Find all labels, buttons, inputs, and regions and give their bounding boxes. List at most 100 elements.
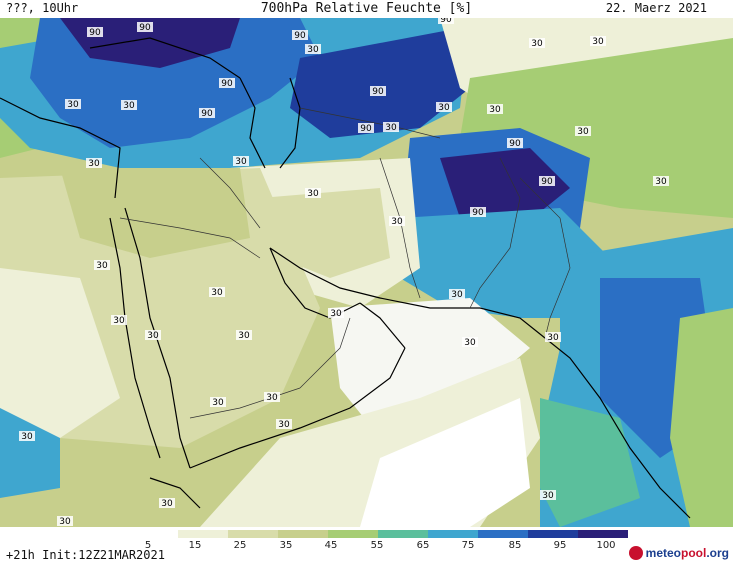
contour-label-90: 90 (507, 138, 523, 149)
contour-label-90: 90 (87, 27, 103, 38)
logo-icon (628, 546, 643, 560)
svg-text:30: 30 (147, 331, 159, 341)
border-saudi-oman (299, 317, 351, 389)
svg-text:90: 90 (294, 31, 306, 41)
svg-text:30: 30 (123, 101, 135, 111)
contour-label-30: 30 (159, 498, 175, 509)
scale-tick: 100 (596, 540, 616, 551)
contour-label-30: 30 (210, 397, 226, 408)
oman-coast (359, 302, 406, 349)
svg-text:30: 30 (464, 338, 476, 348)
region-blue-turkmen (290, 28, 470, 138)
color-scale-step (278, 530, 328, 538)
svg-text:30: 30 (161, 499, 173, 509)
contour-label-30: 30 (19, 431, 35, 442)
color-scale-bar (128, 530, 628, 538)
border-turkmen (299, 107, 441, 139)
svg-text:30: 30 (385, 123, 397, 133)
contour-label-30: 30 (94, 260, 110, 271)
color-scale-ticks: 5 15 25 35 45 55 65 75 85 95 100 (128, 540, 628, 554)
arabia-south-coast (189, 347, 406, 469)
contour-label-30: 30 (383, 122, 399, 133)
scale-tick: 5 (144, 540, 152, 551)
scale-tick: 55 (370, 540, 384, 551)
svg-text:90: 90 (541, 177, 553, 187)
svg-text:30: 30 (489, 105, 501, 115)
contour-label-30: 30 (462, 337, 478, 348)
svg-text:30: 30 (542, 491, 554, 501)
svg-text:90: 90 (139, 23, 151, 33)
color-scale-step (328, 530, 378, 538)
contour-labels: 90 90 90 90 90 90 90 90 90 90 90 30 30 3… (19, 18, 669, 527)
border-saudi-north (119, 217, 261, 259)
contour-label-30: 30 (540, 490, 556, 501)
svg-text:30: 30 (238, 331, 250, 341)
svg-text:30: 30 (113, 316, 125, 326)
contour-label-90: 90 (199, 108, 215, 119)
pakistan-coast (479, 307, 546, 339)
contour-label-30: 30 (575, 126, 591, 137)
color-scale-step (478, 530, 528, 538)
region-navy-northwest (60, 18, 240, 68)
svg-text:30: 30 (330, 309, 342, 319)
svg-text:30: 30 (391, 217, 403, 227)
red-sea-east-coast (124, 207, 191, 469)
svg-text:30: 30 (307, 189, 319, 199)
region-dry-gulf (330, 298, 530, 438)
contour-label-30: 30 (65, 99, 81, 110)
color-scale-step (428, 530, 478, 538)
contour-label-90: 90 (539, 176, 555, 187)
contour-label-30: 30 (529, 38, 545, 49)
svg-text:90: 90 (89, 28, 101, 38)
svg-text:30: 30 (451, 290, 463, 300)
region-teal-india (540, 398, 640, 527)
contour-label-30: 30 (121, 100, 137, 111)
contour-label-30: 30 (86, 158, 102, 169)
color-scale-step (228, 530, 278, 538)
contour-label-90: 90 (292, 30, 308, 41)
red-sea-west-coast (109, 217, 161, 459)
contour-label-30: 30 (389, 216, 405, 227)
scale-tick: 75 (461, 540, 475, 551)
region-green-india-south (670, 308, 733, 527)
color-scale-step (378, 530, 428, 538)
meteopool-logo[interactable]: meteopool.org (628, 546, 729, 560)
contour-label-30: 30 (328, 308, 344, 319)
logo-prefix: meteo (645, 546, 681, 560)
contour-label-30: 30 (209, 287, 225, 298)
humidity-map: 90 90 90 90 90 90 90 90 90 90 90 30 30 3… (0, 18, 733, 527)
scale-tick: 15 (188, 540, 202, 551)
contour-label-30: 30 (449, 289, 465, 300)
svg-text:30: 30 (547, 333, 559, 343)
svg-text:30: 30 (59, 517, 71, 527)
scale-tick: 35 (279, 540, 293, 551)
scale-tick: 45 (324, 540, 338, 551)
contour-label-90: 90 (219, 78, 235, 89)
svg-text:30: 30 (278, 420, 290, 430)
contour-label-30: 30 (590, 36, 606, 47)
valid-time-label: ???, 10Uhr (6, 1, 79, 15)
svg-text:30: 30 (438, 103, 450, 113)
svg-text:30: 30 (592, 37, 604, 47)
caspian-east (279, 77, 301, 169)
contour-label-90: 90 (137, 22, 153, 33)
black-sea-coast (89, 37, 241, 79)
contour-label-30: 30 (111, 315, 127, 326)
color-scale-step (128, 530, 178, 538)
scale-tick: 25 (233, 540, 247, 551)
iran-coast (269, 247, 480, 309)
color-scale-step (178, 530, 228, 538)
contour-label-30: 30 (276, 419, 292, 430)
horn-africa (149, 477, 201, 509)
svg-text:90: 90 (472, 208, 484, 218)
svg-text:30: 30 (96, 261, 108, 271)
india-west-coast (544, 337, 691, 519)
mediterranean-coast (0, 97, 121, 199)
logo-text: meteopool.org (646, 546, 729, 560)
coastlines (0, 37, 691, 519)
contour-label-30: 30 (436, 102, 452, 113)
contour-label-30: 30 (305, 44, 321, 55)
contour-label-30: 30 (264, 392, 280, 403)
svg-text:30: 30 (67, 100, 79, 110)
svg-text:90: 90 (221, 79, 233, 89)
